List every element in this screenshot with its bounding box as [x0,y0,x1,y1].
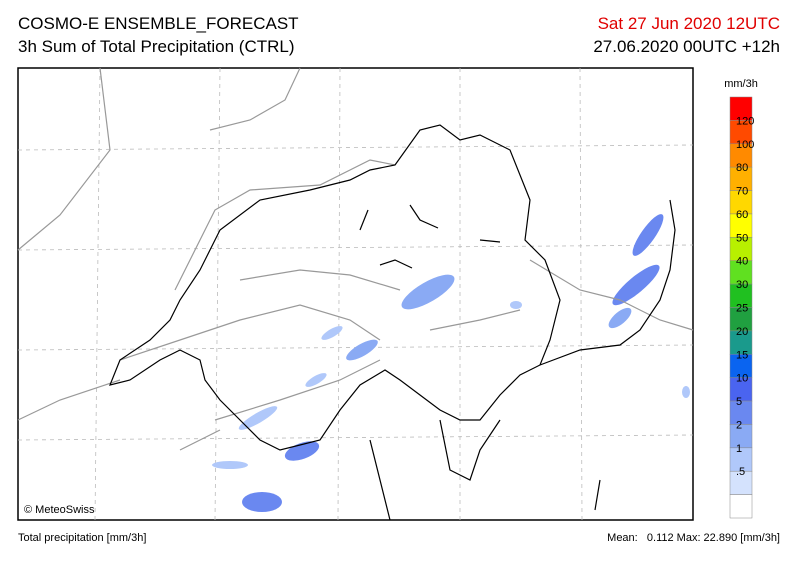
precipitation [212,214,690,512]
legend: 120 100 80 70 60 50 40 30 25 20 15 10 5 2 1 .5 [729,96,754,519]
legend-swatch [729,494,753,519]
legend-unit: mm/3h [724,78,758,90]
legend-label: 50 [736,232,748,244]
legend-label: 1 [736,443,742,455]
run-time: 27.06.2020 00UTC +12h [593,37,780,56]
legend-label: 25 [736,303,748,315]
valid-time: Sat 27 Jun 2020 12UTC [598,14,780,33]
map: © MeteoSwiss [17,67,694,521]
legend-label: .5 [736,466,745,478]
legend-label: 100 [736,139,754,151]
subtitle: 3h Sum of Total Precipitation (CTRL) [18,37,295,56]
grid [17,67,694,521]
legend-label: 30 [736,279,748,291]
footer-right: Mean: 0.112 Max: 22.890 [mm/3h] [607,532,780,544]
borders [17,67,694,521]
legend-label: 5 [736,396,742,408]
legend-label: 40 [736,256,748,268]
legend-label: 20 [736,326,748,338]
legend-label: 10 [736,373,748,385]
legend-label: 120 [736,115,754,127]
legend-label: 70 [736,186,748,198]
title: COSMO-E ENSEMBLE_FORECAST [18,14,299,33]
legend-label: 15 [736,349,748,361]
legend-label: 2 [736,419,742,431]
footer-left: Total precipitation [mm/3h] [18,532,146,544]
legend-label: 80 [736,162,748,174]
copyright: © MeteoSwiss [24,504,95,516]
legend-label: 60 [736,209,748,221]
